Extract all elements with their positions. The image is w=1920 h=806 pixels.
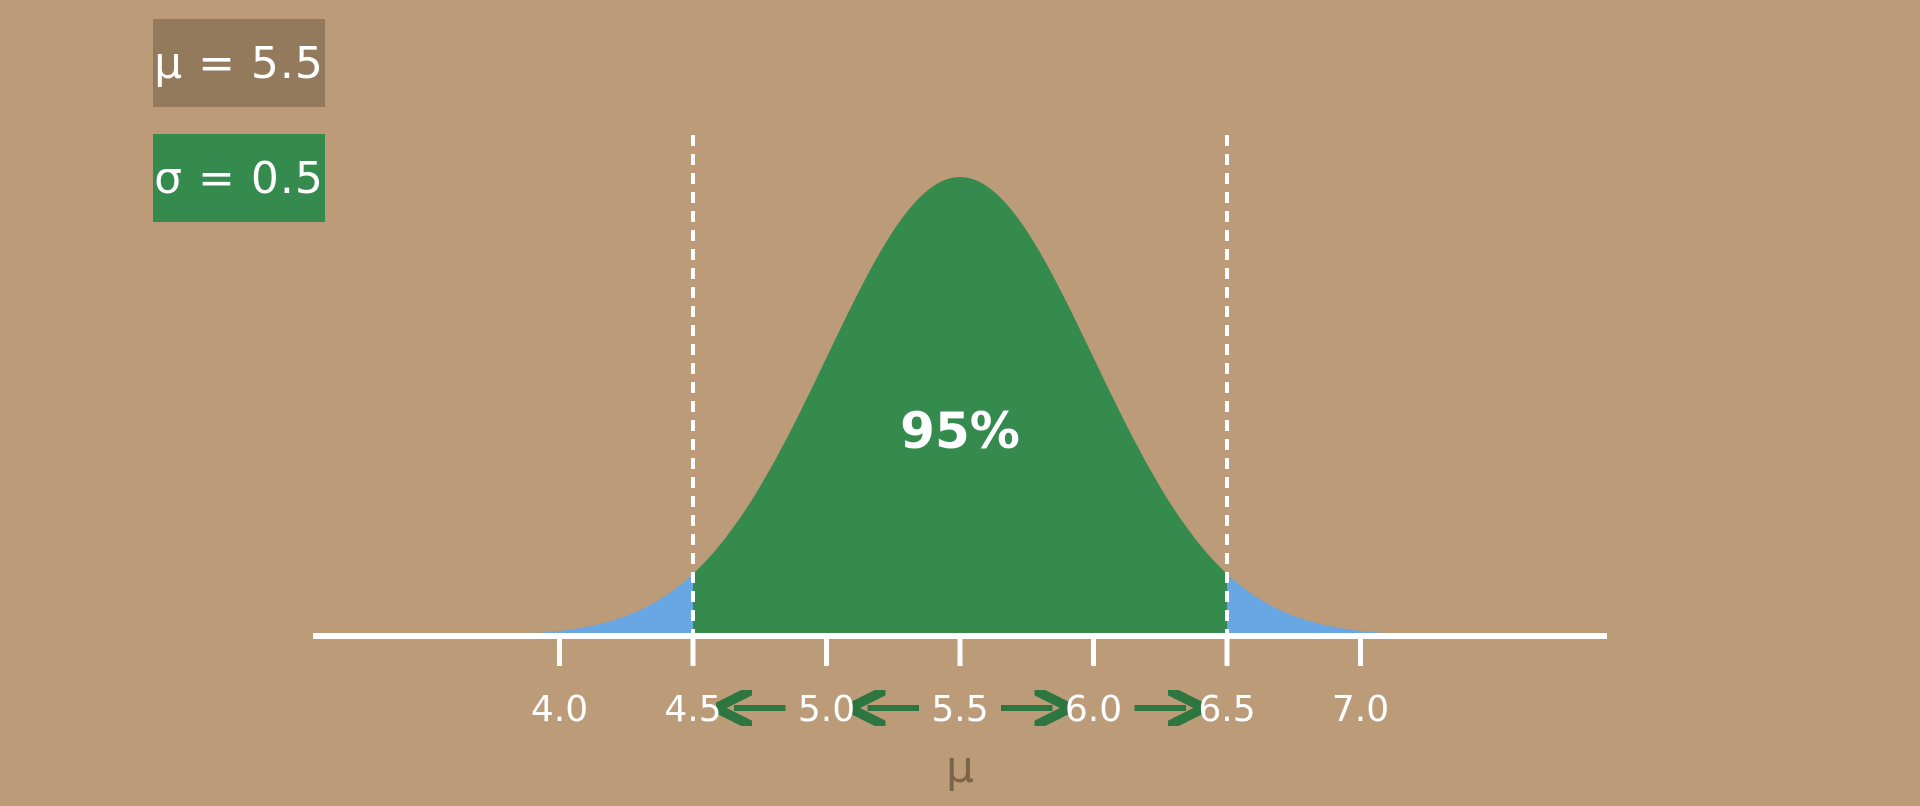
x-tick-label: 6.0 <box>1065 689 1122 730</box>
mu-parameter-label: μ = 5.5 <box>154 37 324 89</box>
left-tail-area <box>399 573 693 636</box>
x-tick-label: 7.0 <box>1332 689 1389 730</box>
central-interval-area <box>693 177 1227 636</box>
x-tick-label: 5.5 <box>931 689 988 730</box>
x-tick-label: 4.5 <box>664 689 721 730</box>
x-tick-label: 6.5 <box>1198 689 1255 730</box>
right-tail-area <box>1227 573 1548 636</box>
x-tick-label: 4.0 <box>531 689 588 730</box>
x-axis-label: μ <box>946 742 974 793</box>
sigma-parameter-box: σ = 0.5 <box>153 134 325 222</box>
sigma-parameter-label: σ = 0.5 <box>154 152 324 204</box>
interval-percentage-label: 95% <box>900 402 1020 460</box>
x-tick-label: 5.0 <box>798 689 855 730</box>
mu-parameter-box: μ = 5.5 <box>153 19 325 107</box>
